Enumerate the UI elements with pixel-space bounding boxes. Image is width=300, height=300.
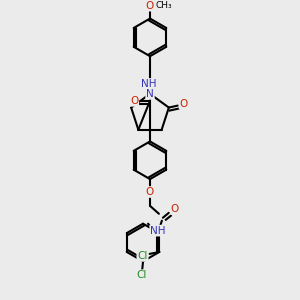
Text: O: O [146, 187, 154, 197]
Text: N: N [146, 89, 154, 99]
Text: NH: NH [150, 226, 166, 236]
Text: O: O [180, 99, 188, 109]
Text: O: O [130, 96, 138, 106]
Text: CH₃: CH₃ [156, 1, 172, 10]
Text: O: O [171, 204, 179, 214]
Text: Cl: Cl [136, 270, 146, 280]
Text: O: O [145, 1, 153, 11]
Text: Cl: Cl [137, 251, 148, 261]
Text: NH: NH [141, 79, 157, 89]
